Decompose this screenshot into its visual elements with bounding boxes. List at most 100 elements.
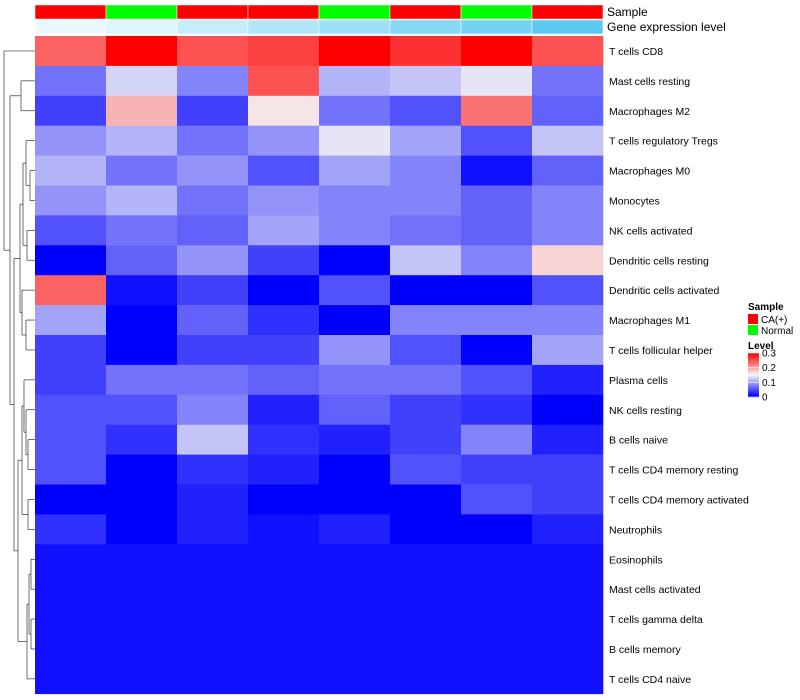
sample-annotation-cell [105, 4, 178, 20]
sample-annotation-cell [389, 4, 462, 20]
legend-gradient-step [748, 357, 759, 359]
heatmap-cell [532, 364, 604, 396]
legend-gradient-step [748, 359, 759, 361]
heatmap-cell [319, 275, 391, 306]
heatmap-cell [532, 215, 604, 246]
heatmap-cell [106, 484, 178, 515]
gene-expression-annotation-cell [247, 19, 320, 35]
heatmap-cell [248, 663, 320, 695]
legend-gradient-step [748, 364, 759, 366]
row-label: Macrophages M0 [609, 166, 690, 178]
heatmap-cell [461, 484, 533, 515]
heatmap-cell [177, 36, 249, 67]
heatmap-cell [461, 663, 533, 695]
heatmap-cell [106, 424, 178, 455]
legend-gradient-step [748, 366, 759, 368]
heatmap-cell [532, 95, 604, 126]
row-label: NK cells resting [609, 405, 682, 417]
heatmap-cell [35, 185, 107, 216]
row-label: Mast cells resting [609, 76, 690, 88]
heatmap-cell [319, 574, 391, 605]
legend-gradient-step [748, 388, 759, 390]
heatmap-cell [106, 514, 178, 545]
legend-gradient-step [748, 391, 759, 393]
legend-gradient-step [748, 354, 759, 356]
heatmap-cell [35, 275, 107, 306]
heatmap-cell [248, 634, 320, 665]
legend-tick-label: 0.2 [762, 363, 776, 374]
heatmap-cell [106, 125, 178, 156]
heatmap-cell [390, 95, 462, 126]
row-label: T cells CD4 memory activated [609, 494, 749, 506]
legend-gradient-step [748, 385, 759, 387]
legend-item-label: CA(+) [761, 315, 787, 326]
heatmap-cell [319, 364, 391, 396]
heatmap-cell [532, 275, 604, 306]
heatmap-cells [35, 36, 604, 695]
legend-gradient-step [748, 390, 759, 392]
heatmap-cell [461, 65, 533, 97]
heatmap-cell [319, 634, 391, 665]
legend-gradient-step [748, 383, 759, 385]
heatmap-cell [461, 574, 533, 605]
heatmap-cell [177, 544, 249, 575]
heatmap-cell [532, 125, 604, 156]
legend-gradient-step [748, 374, 759, 376]
heatmap-cell [461, 394, 533, 425]
heatmap-cell [248, 65, 320, 97]
heatmap-cell [35, 394, 107, 425]
heatmap-cell [319, 155, 391, 186]
legend-gradient-step [748, 387, 759, 389]
heatmap-cell [461, 424, 533, 455]
legend-gradient-step [748, 376, 759, 378]
heatmap-cell [461, 305, 533, 336]
heatmap-cell [248, 544, 320, 575]
heatmap-cell [532, 484, 604, 515]
heatmap-cell [461, 634, 533, 665]
heatmap-cell [177, 95, 249, 126]
heatmap-cell [532, 335, 604, 366]
gene-expression-annotation-cell [318, 19, 391, 35]
heatmap-cell [390, 454, 462, 485]
heatmap-cell [35, 245, 107, 276]
heatmap-cell [177, 65, 249, 97]
heatmap-cell [461, 604, 533, 635]
heatmap-cell [461, 364, 533, 396]
legend-gradient-step [748, 386, 759, 388]
heatmap-cell [177, 245, 249, 276]
heatmap-cell [390, 335, 462, 366]
heatmap-cell [532, 155, 604, 186]
heatmap-cell [319, 604, 391, 635]
heatmap-cell [461, 514, 533, 545]
heatmap-cell [35, 454, 107, 485]
heatmap-cell [532, 604, 604, 635]
row-labels: T cells CD8 Mast cells resting Macrophages… [609, 46, 749, 686]
heatmap-cell [319, 454, 391, 485]
heatmap-cell [319, 514, 391, 545]
heatmap-cell [390, 634, 462, 665]
row-label: Macrophages M2 [609, 106, 690, 118]
heatmap-cell [532, 634, 604, 665]
legend-gradient-step [748, 360, 759, 362]
heatmap-cell [319, 663, 391, 695]
legend-tick-label: 0.1 [762, 378, 776, 389]
heatmap-cell [248, 394, 320, 425]
legend-gradient-step [748, 372, 759, 374]
heatmap-cell [248, 125, 320, 156]
heatmap-cell [390, 424, 462, 455]
legend-gradient-step [748, 370, 759, 372]
legend-gradient-step [748, 368, 759, 370]
heatmap-cell [390, 275, 462, 306]
heatmap-cell [106, 634, 178, 665]
heatmap-cell [532, 394, 604, 425]
legend-gradient-step [748, 363, 759, 365]
heatmap-cell [106, 305, 178, 336]
gene-expression-annotation-cell [176, 19, 249, 35]
legend-gradient-step [748, 362, 759, 364]
legend-tick-label: 0.3 [762, 349, 776, 360]
heatmap-cell [106, 544, 178, 575]
legend-gradient-step [748, 382, 759, 384]
heatmap-cell [319, 185, 391, 216]
gene-expression-annotation-cell [460, 19, 533, 35]
